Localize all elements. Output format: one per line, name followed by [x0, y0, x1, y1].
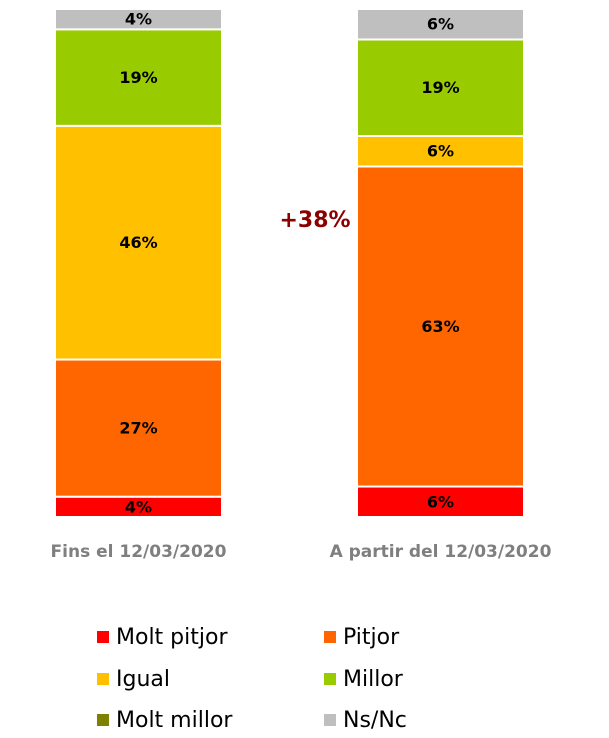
- data-label: 4%: [125, 10, 152, 29]
- legend-label: Ns/Nc: [343, 708, 407, 733]
- bar-segment: [356, 135, 525, 168]
- legend-label: Pitjor: [343, 625, 400, 650]
- annotation: +38%: [279, 208, 350, 233]
- legend-label: Millor: [343, 667, 404, 692]
- legend-label: Molt millor: [116, 708, 233, 733]
- legend-swatch: [324, 631, 336, 643]
- bar-segment: [356, 8, 525, 41]
- data-label: 63%: [421, 317, 459, 336]
- data-label: 4%: [125, 497, 152, 516]
- data-label: 6%: [427, 492, 454, 511]
- legend-swatch: [97, 631, 109, 643]
- data-label: 19%: [119, 68, 157, 87]
- category-label: Fins el 12/03/2020: [51, 542, 227, 562]
- bar-segment: [356, 165, 525, 488]
- legend-label: Molt pitjor: [116, 625, 228, 650]
- legend-swatch: [324, 714, 336, 726]
- data-label: 46%: [119, 233, 157, 252]
- data-label: 6%: [427, 142, 454, 161]
- bar-segment: [54, 358, 223, 498]
- category-label: A partir del 12/03/2020: [330, 542, 552, 562]
- bar-segment: [54, 28, 223, 127]
- legend-label: Igual: [116, 667, 170, 692]
- data-label: 19%: [421, 78, 459, 97]
- legend-swatch: [324, 673, 336, 685]
- data-label: 27%: [119, 419, 157, 438]
- bar-segment: [54, 8, 223, 31]
- bar-segment: [356, 38, 525, 137]
- legend-swatch: [97, 673, 109, 685]
- data-label: 6%: [427, 15, 454, 34]
- legend-swatch: [97, 714, 109, 726]
